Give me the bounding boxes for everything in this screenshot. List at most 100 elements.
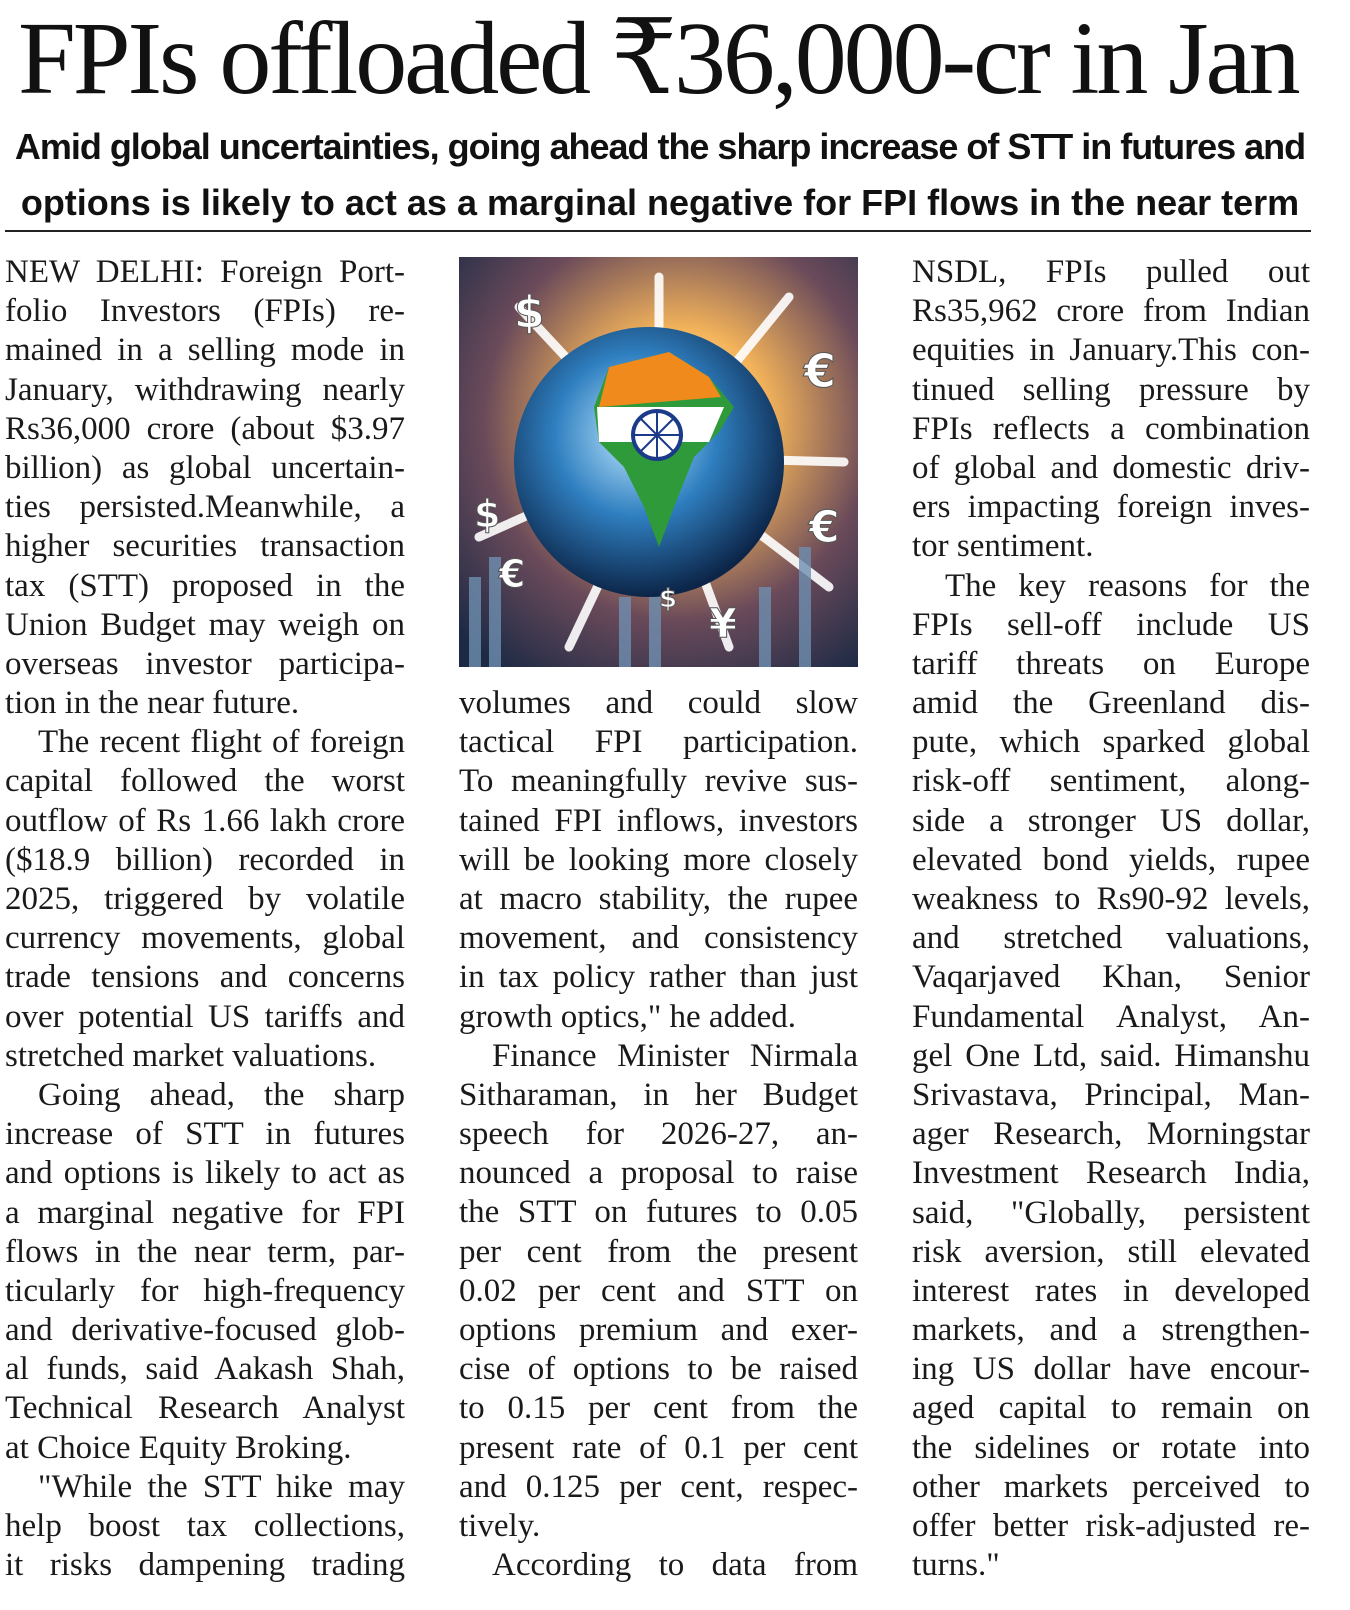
article-text-line: tinued selling pressure by — [912, 371, 1310, 408]
article-text-line: tained FPI inflows, investors — [459, 802, 858, 839]
article-text-line: Finance Minister Nirmala — [492, 1037, 858, 1074]
article-text-line: side a stronger US dollar, — [912, 802, 1310, 839]
article-text-line: Investment Research India, — [912, 1155, 1310, 1192]
article-text-line: cise of options to be raised — [459, 1351, 858, 1388]
article-column-3: NSDL, FPIs pulled out Rs35,962 crore from… — [912, 253, 1310, 1585]
article-text-line: FPIs reflects a combination — [912, 410, 1310, 447]
article-text-line: mained in a selling mode in — [5, 332, 405, 369]
divider-rule — [5, 230, 1311, 232]
article-text-line: interest rates in developed — [912, 1272, 1310, 1309]
article-text-line: and stretched valuations, — [912, 920, 1310, 957]
subheadline-text: options is likely to act as a marginal n… — [20, 182, 1300, 223]
article-text-line: of global and domestic driv- — [912, 449, 1310, 486]
article-text-line: the STT on futures to 0.05 — [459, 1194, 858, 1231]
svg-text:$: $ — [474, 492, 500, 536]
article-text-line: Sitharaman, in her Budget — [459, 1076, 858, 1113]
article-text-line: folio Investors (FPIs) re- — [5, 293, 405, 330]
article-text-line: FPIs sell-off include US — [912, 606, 1310, 643]
article-text-line: risk aversion, still elevated — [912, 1233, 1310, 1270]
article-text-line: "While the STT hike may — [38, 1468, 405, 1505]
article-text-line: over potential US tariffs and — [5, 998, 405, 1035]
article-text-line: outflow of Rs 1.66 lakh crore — [5, 802, 405, 839]
article-text-line: ing US dollar have encour- — [912, 1351, 1310, 1388]
article-text-line: a marginal negative for FPI — [5, 1194, 405, 1231]
article-text-line: NEW DELHI: Foreign Port- — [5, 254, 405, 290]
article-text-line: According to data from — [492, 1547, 858, 1584]
article-text-line: Rs35,962 crore from Indian — [912, 293, 1310, 330]
article-text-line: at macro stability, the rupee — [459, 880, 858, 917]
article-text-line: and options is likely to act as — [5, 1155, 405, 1192]
article-text-line: tion in the near future. — [5, 685, 300, 722]
article-text-line: pute, which sparked global — [912, 724, 1310, 761]
article-text-line: speech for 2026-27, an- — [459, 1116, 858, 1153]
article-text-line: it risks dampening trading — [5, 1547, 405, 1584]
svg-text:$: $ — [659, 584, 677, 614]
article-text-line: help boost tax collections, — [5, 1508, 405, 1544]
article-text-line: volumes and could slow — [459, 685, 858, 721]
article-text-line: will be looking more closely — [459, 841, 858, 878]
subheadline-line-2: options is likely to act as a marginal n… — [10, 178, 1310, 228]
subheadline-line-1: Amid global uncertainties, going ahead t… — [10, 122, 1310, 172]
svg-text:¥: ¥ — [709, 601, 737, 647]
article-text-line: al funds, said Aakash Shah, — [5, 1351, 405, 1388]
article-text-line: the sidelines or rotate into — [912, 1429, 1310, 1466]
article-text-line: overseas investor participa- — [5, 645, 405, 682]
article-text-line: tively. — [459, 1507, 541, 1544]
article-text-line: capital followed the worst — [5, 763, 405, 800]
article-text-line: and derivative-focused glob- — [5, 1312, 405, 1349]
article-text-line: currency movements, global — [5, 920, 405, 957]
article-text-line: stretched market valuations. — [5, 1037, 377, 1074]
article-text-line: per cent from the present — [459, 1233, 858, 1270]
svg-text:€: € — [808, 502, 840, 553]
article-column-1: NEW DELHI: Foreign Port-folio Investors … — [5, 253, 405, 1585]
article-text-line: turns." — [912, 1547, 1000, 1584]
svg-text:€: € — [498, 552, 525, 596]
globe-india-currency-arrows-illustration: $ € € $ € ¥ $ — [459, 257, 858, 667]
article-text-line: growth optics," he added. — [459, 998, 796, 1035]
article-text-line: at Choice Equity Broking. — [5, 1429, 352, 1466]
article-text-line: equities in January.This con- — [912, 332, 1310, 369]
article-text-line: tariff threats on Europe — [912, 645, 1310, 682]
article-text-line: 0.02 per cent and STT on — [459, 1272, 858, 1309]
article-text-line: tactical FPI participation. — [459, 724, 858, 761]
article-text-line: Technical Research Analyst — [5, 1390, 405, 1427]
article-text-line: ers impacting foreign inves- — [912, 489, 1310, 526]
article-text-line: The key reasons for the — [945, 567, 1310, 604]
article-text-line: said, "Globally, persistent — [912, 1194, 1310, 1231]
article-text-line: Fundamental Analyst, An- — [912, 998, 1310, 1035]
article-illustration: $ € € $ € ¥ $ — [459, 257, 858, 667]
article-text-line: markets, and a strengthen- — [912, 1312, 1310, 1349]
article-text-line: elevated bond yields, rupee — [912, 841, 1310, 878]
article-text-line: tor sentiment. — [912, 528, 1094, 565]
article-text-line: nounced a proposal to raise — [459, 1155, 858, 1192]
article-text-line: flows in the near term, par- — [5, 1233, 405, 1270]
article-text-line: ticularly for high-frequency — [5, 1272, 405, 1309]
article-text-line: NSDL, FPIs pulled out — [912, 254, 1310, 290]
article-text-line: aged capital to remain on — [912, 1390, 1310, 1427]
article-text-line: and 0.125 per cent, respec- — [459, 1468, 858, 1505]
article-text-line: ager Research, Morningstar — [912, 1116, 1310, 1153]
article-text-line: options premium and exer- — [459, 1312, 858, 1348]
article-text-line: movement, and consistency — [459, 920, 858, 957]
article-text-line: ties persisted.Meanwhile, a — [5, 489, 405, 526]
svg-text:$: $ — [514, 287, 545, 338]
svg-text:€: € — [803, 344, 836, 398]
headline-text: FPIs offloaded ₹36,000-cr in Jan — [18, 1, 1301, 116]
article-text-line: in tax policy rather than just — [459, 959, 858, 996]
article-text-line: January, withdrawing nearly — [5, 371, 405, 408]
article-text-line: increase of STT in futures — [5, 1116, 405, 1153]
article-text-line: other markets perceived to — [912, 1468, 1310, 1505]
article-text-line: offer better risk-adjusted re- — [912, 1508, 1310, 1544]
article-text-line: Srivastava, Principal, Man- — [912, 1076, 1310, 1113]
article-text-line: risk-off sentiment, along- — [912, 763, 1310, 800]
article-text-line: to 0.15 per cent from the — [459, 1390, 858, 1427]
article-text-line: weakness to Rs90-92 levels, — [912, 881, 1310, 917]
article-text-line: Rs36,000 crore (about $3.97 — [5, 410, 405, 447]
article-text-line: billion) as global uncertain- — [5, 449, 405, 486]
article-text-line: Vaqarjaved Khan, Senior — [912, 959, 1310, 996]
article-text-line: To meaningfully revive sus- — [459, 763, 858, 800]
article-text-line: tax (STT) proposed in the — [5, 567, 405, 604]
article-text-line: trade tensions and concerns — [5, 959, 405, 996]
article-text-line: higher securities transaction — [5, 528, 405, 565]
subheadline-text: Amid global uncertainties, going ahead t… — [14, 126, 1306, 167]
